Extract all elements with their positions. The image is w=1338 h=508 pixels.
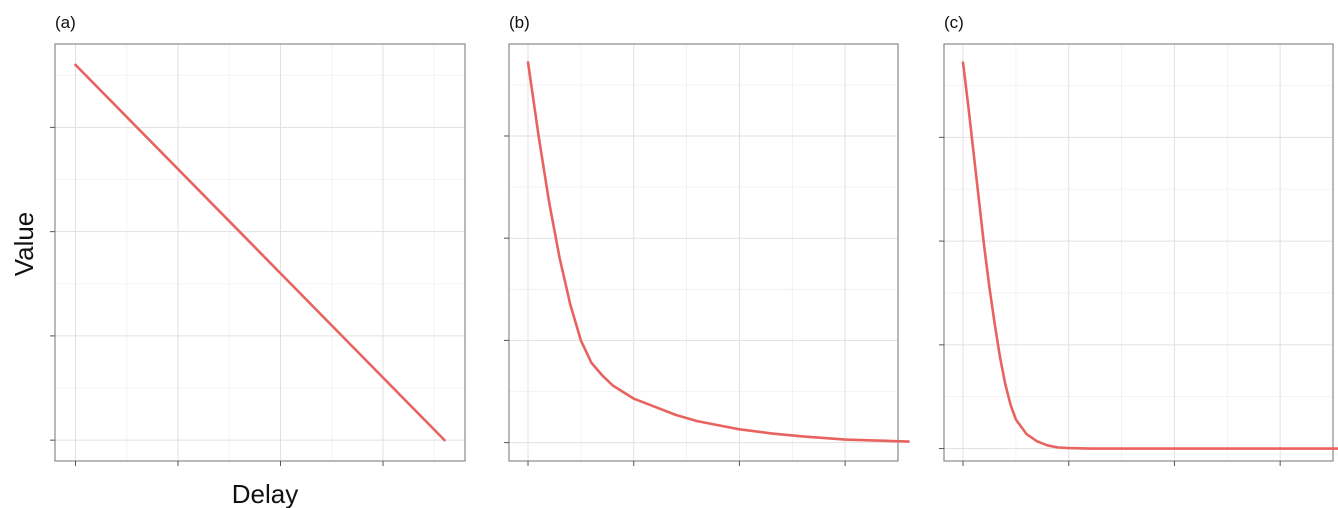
y-axis-title: Value — [9, 212, 39, 277]
panel-label: (c) — [944, 13, 964, 32]
panel-a: (a) — [50, 13, 466, 466]
x-axis-title: Delay — [232, 479, 298, 508]
panel-b: (b) — [504, 13, 910, 466]
plot-frame — [54, 43, 466, 462]
series-line — [526, 61, 910, 443]
series-line — [961, 61, 1338, 450]
plot-frame — [508, 43, 899, 462]
series-line — [74, 63, 446, 442]
panel-label: (a) — [55, 13, 76, 32]
plot-frame — [943, 43, 1334, 462]
panel-c: (c) — [939, 13, 1338, 466]
panel-label: (b) — [509, 13, 530, 32]
